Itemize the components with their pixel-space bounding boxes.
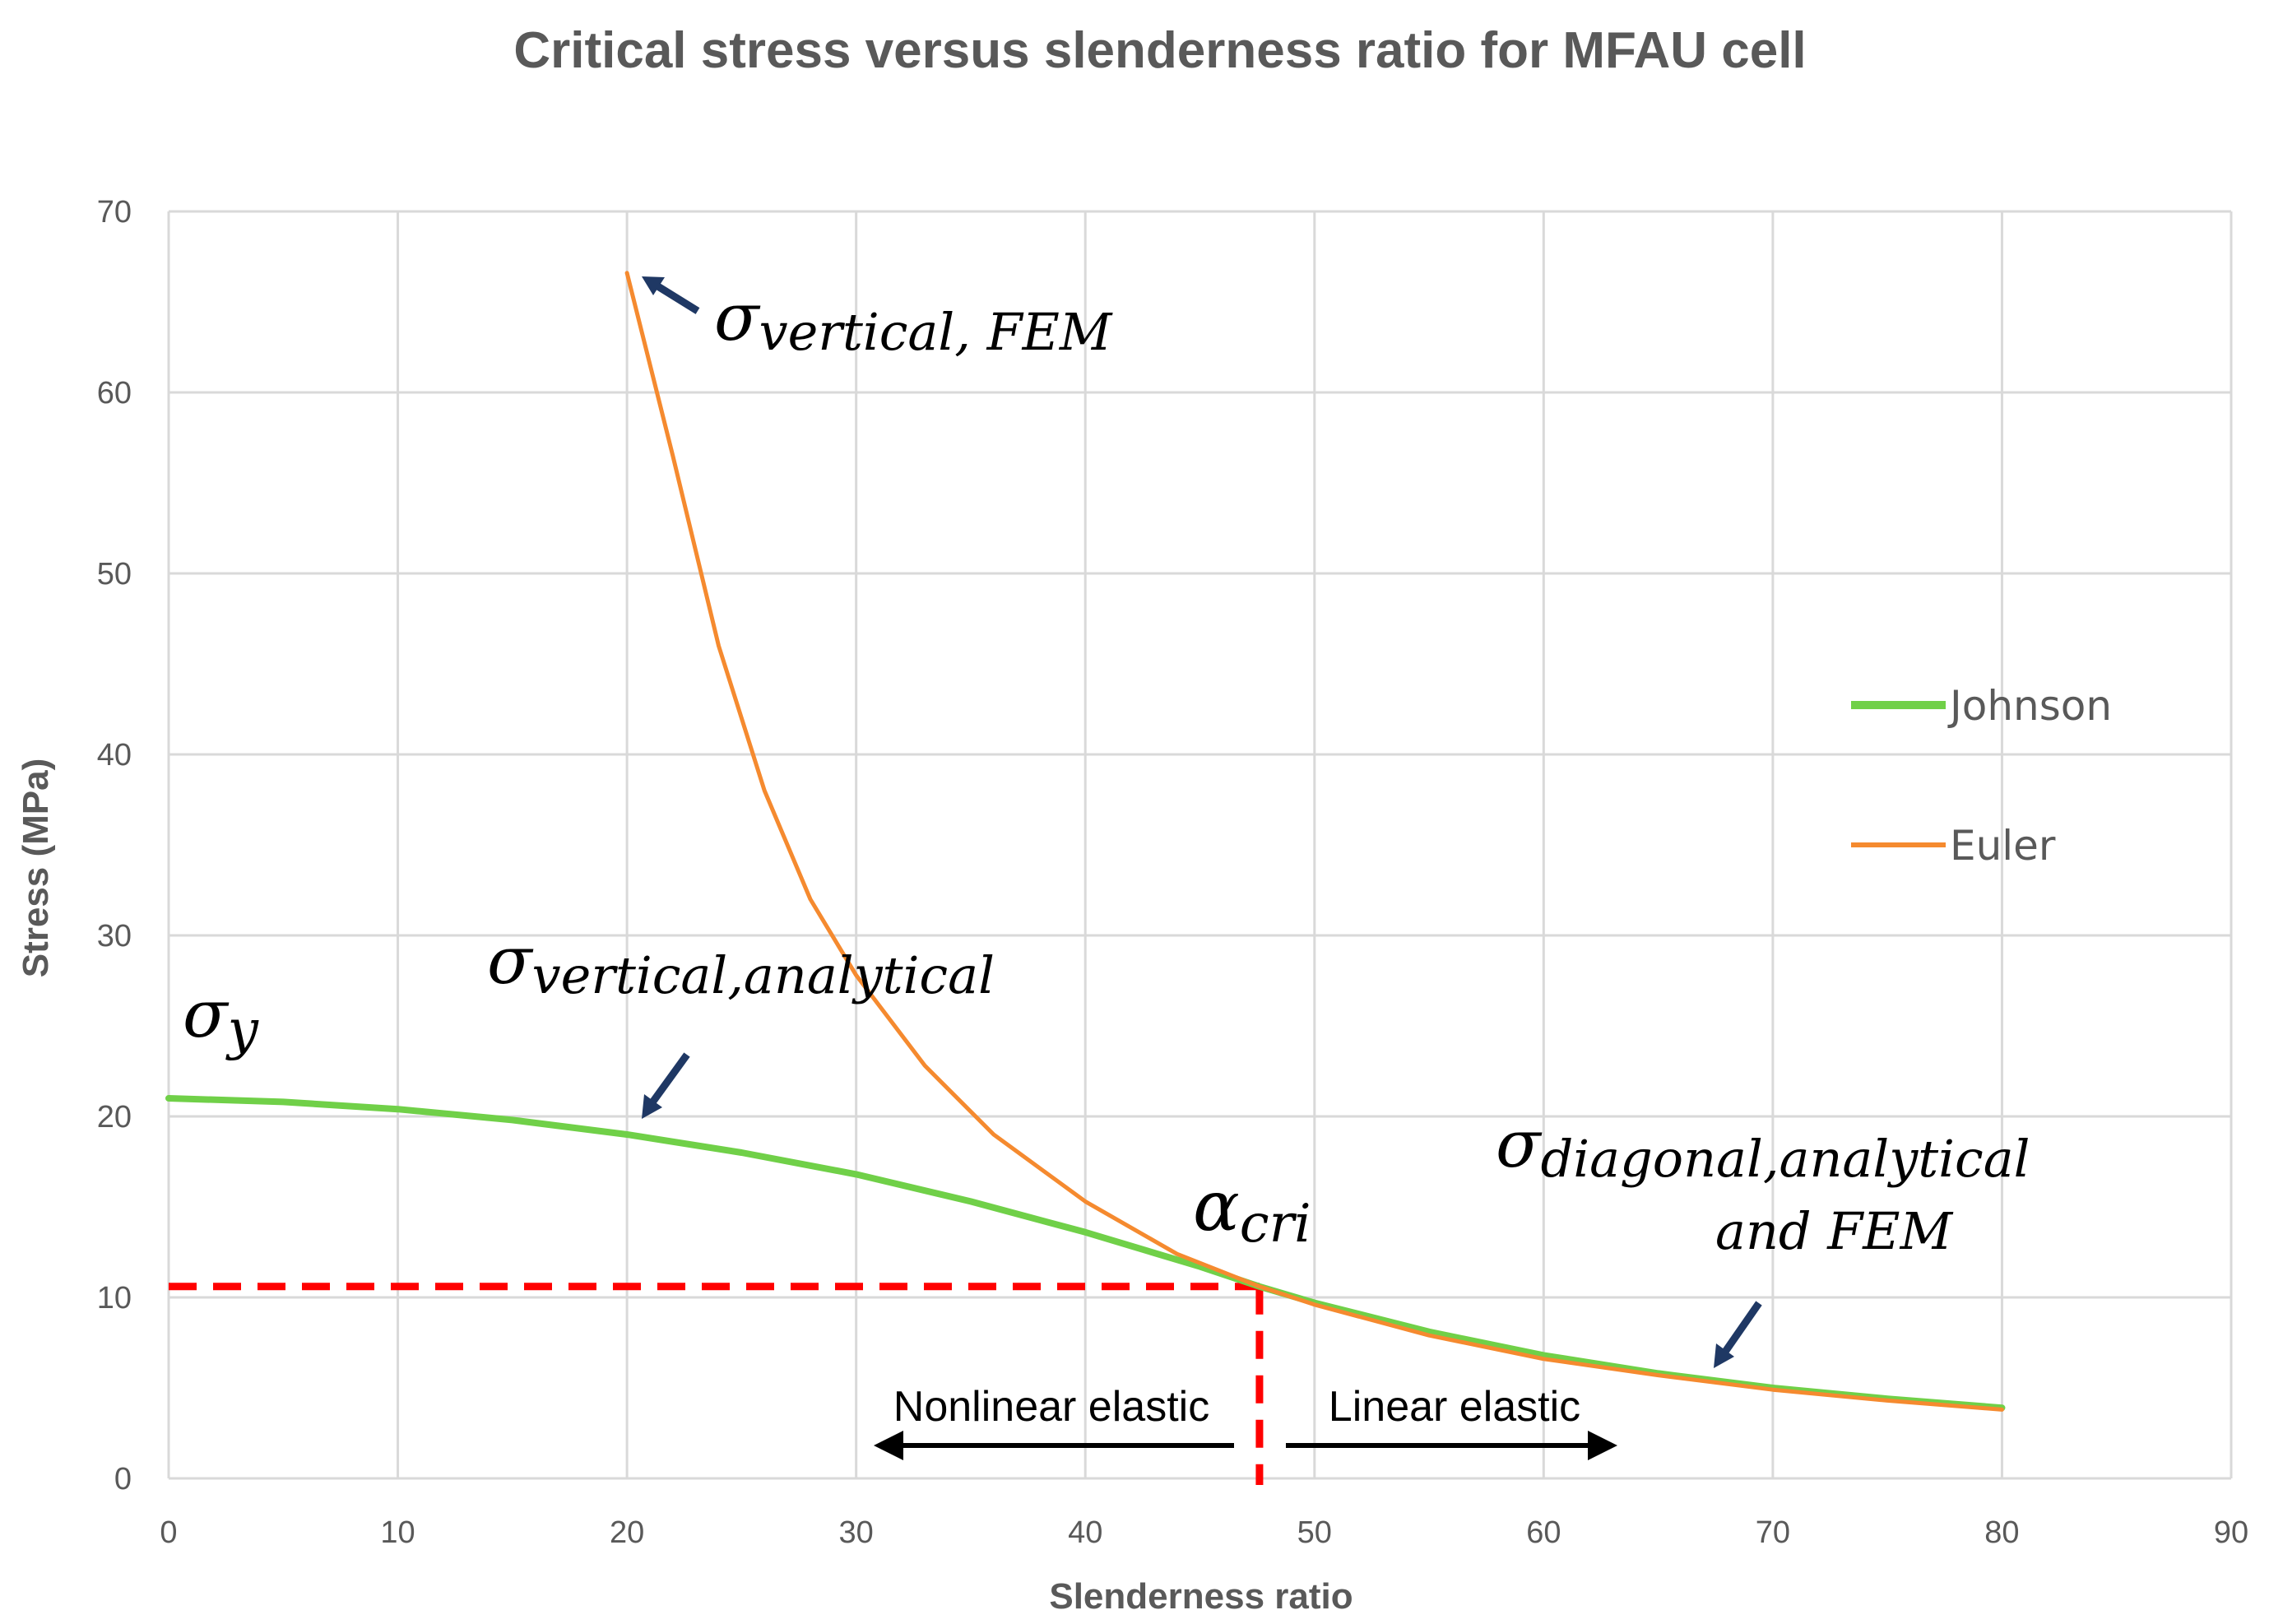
annotation-arrows	[642, 276, 1762, 1368]
x-axis-label: Slenderness ratio	[1049, 1576, 1353, 1617]
x-tick-labels: 0 10 20 30 40 50 60 70 80 90	[160, 1515, 2248, 1550]
y-tick-label: 50	[97, 557, 132, 592]
x-tick-label: 50	[1297, 1515, 1332, 1550]
x-tick-label: 90	[2214, 1515, 2248, 1550]
y-tick-label: 60	[97, 376, 132, 411]
x-tick-label: 80	[1984, 1515, 2019, 1550]
x-tick-label: 30	[839, 1515, 874, 1550]
annotation-sigma-y: σy	[183, 976, 259, 1061]
x-tick-label: 70	[1756, 1515, 1790, 1550]
arrow-nonlinear-region	[874, 1431, 1234, 1460]
annotation-sigma-diagonal: σdiagonal,analytical	[1496, 1106, 2030, 1189]
arrow-linear-region	[1286, 1431, 1617, 1460]
x-tick-label: 60	[1526, 1515, 1561, 1550]
arrow-to-diagonal-curves	[1714, 1301, 1762, 1368]
y-tick-label: 0	[114, 1462, 132, 1496]
legend: Johnson Euler	[1851, 682, 2112, 870]
y-tick-labels: 0 10 20 30 40 50 60 70	[97, 195, 132, 1496]
y-tick-label: 30	[97, 919, 132, 954]
label-linear-elastic: Linear elastic	[1329, 1383, 1580, 1431]
x-tick-label: 10	[380, 1515, 415, 1550]
grid	[167, 210, 2233, 1480]
legend-label-johnson: Johnson	[1947, 682, 2112, 730]
annotation-alpha-cri: αcri	[1193, 1166, 1311, 1255]
x-tick-label: 40	[1068, 1515, 1102, 1550]
x-tick-label: 0	[160, 1515, 177, 1550]
y-axis-label: Stress (MPa)	[16, 759, 56, 978]
y-tick-label: 70	[97, 195, 132, 230]
legend-label-euler: Euler	[1950, 822, 2056, 870]
y-tick-label: 20	[97, 1100, 132, 1134]
euler-series-line	[624, 271, 2004, 1412]
arrow-to-johnson-curve	[642, 1052, 690, 1119]
x-tick-label: 20	[610, 1515, 644, 1550]
label-nonlinear-elastic: Nonlinear elastic	[893, 1383, 1209, 1431]
y-tick-label: 40	[97, 738, 132, 773]
annotation-sigma-vertical-analytical: σvertical,analytical	[487, 922, 995, 1005]
chart-title: Critical stress versus slenderness ratio…	[513, 22, 1806, 79]
annotation-sigma-vertical-fem: σvertical, FEM	[714, 279, 1113, 362]
y-tick-label: 10	[97, 1281, 132, 1315]
annotation-and-fem: and FEM	[1715, 1201, 1954, 1261]
arrow-to-euler-top	[642, 276, 700, 314]
